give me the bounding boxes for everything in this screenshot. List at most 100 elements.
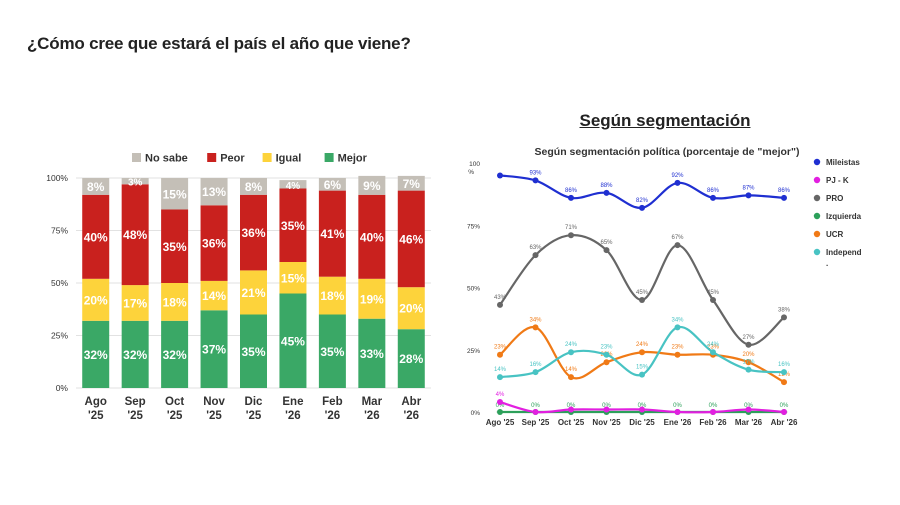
bar-data-label: 6% <box>324 178 342 192</box>
bar-data-label: 7% <box>403 177 421 191</box>
data-label: 20% <box>742 352 755 358</box>
bar-data-label: 32% <box>84 348 108 362</box>
bar-segment <box>358 175 386 195</box>
y-tick-label: 0% <box>471 410 481 417</box>
bar-data-label: 40% <box>360 230 384 244</box>
data-label: 71% <box>565 225 578 231</box>
bar-data-label: 13% <box>202 185 226 199</box>
data-point <box>781 194 787 201</box>
data-point <box>532 177 539 184</box>
data-label: 0% <box>744 403 753 409</box>
x-tick-label: Nov '25 <box>592 418 621 427</box>
data-label: 0% <box>780 403 789 409</box>
data-point <box>674 242 681 249</box>
data-point <box>674 351 681 358</box>
y-tick-label: 0% <box>56 383 69 393</box>
x-tick-label: Ago <box>85 396 107 408</box>
y-tick-label: % <box>468 169 474 176</box>
data-point <box>745 341 752 348</box>
data-point <box>639 296 645 303</box>
bar-segment <box>121 285 149 321</box>
x-tick-label: Feb '26 <box>699 418 727 427</box>
bar-data-label: 35% <box>281 219 305 233</box>
data-point <box>710 349 716 356</box>
bar-segment <box>397 190 425 288</box>
x-tick-label: '25 <box>246 410 262 422</box>
legend-marker <box>813 176 821 184</box>
bar-data-label: 8% <box>87 180 105 194</box>
data-label: 34% <box>529 317 542 323</box>
data-label: 23% <box>671 345 684 351</box>
data-label: 43% <box>494 295 507 301</box>
chart-title: Según segmentación política (porcentaje … <box>535 146 800 158</box>
bar-segment <box>82 194 110 279</box>
legend-label: UCR <box>826 230 844 239</box>
data-point <box>497 374 503 381</box>
bar-data-label: 33% <box>360 347 384 361</box>
x-tick-label: Mar <box>362 396 383 408</box>
bar-data-label: 37% <box>202 343 226 357</box>
segmentation-heading: Según segmentación <box>579 111 751 130</box>
bar-data-label: 20% <box>84 293 108 307</box>
bar-segment <box>279 180 307 189</box>
bar-segment <box>240 270 267 315</box>
data-label: 86% <box>778 188 791 194</box>
legend-label: PJ - K <box>826 176 849 185</box>
bar-segment <box>240 314 267 388</box>
data-point <box>497 399 503 406</box>
x-tick-label: Dic <box>245 396 264 408</box>
bar-data-label: 19% <box>360 292 384 306</box>
bar-segment <box>240 178 267 195</box>
data-label: 0% <box>673 403 682 409</box>
bar-data-label: 35% <box>163 240 187 254</box>
segment-line-chart: Según segmentación política (porcentaje … <box>467 146 862 427</box>
x-tick-label: '25 <box>167 410 183 422</box>
y-tick-label: 75% <box>467 223 480 230</box>
data-point <box>674 409 681 415</box>
data-point <box>639 406 645 413</box>
y-tick-label: 25% <box>467 348 480 355</box>
x-tick-label: '26 <box>325 410 341 422</box>
bar-data-label: 18% <box>320 289 344 303</box>
x-tick-label: Oct <box>165 396 184 408</box>
x-tick-label: '26 <box>404 410 420 422</box>
legend-label: Izquierda <box>826 212 862 221</box>
y-tick-label: 50% <box>467 286 480 293</box>
bar-data-label: 8% <box>245 180 263 194</box>
y-tick-label: 100 <box>469 161 480 168</box>
bar-segment <box>397 287 425 330</box>
bar-data-label: 21% <box>241 286 265 300</box>
bar-data-label: 3% <box>128 178 143 189</box>
legend-swatch <box>262 153 272 162</box>
data-point <box>710 409 716 415</box>
x-tick-label: Nov <box>203 396 225 408</box>
bar-data-label: 41% <box>320 227 344 241</box>
y-tick-label: 100% <box>46 173 68 183</box>
data-point <box>745 366 752 373</box>
data-label: 34% <box>671 317 684 323</box>
y-tick-label: 75% <box>51 226 68 236</box>
bar-segment <box>358 278 386 319</box>
bar-segment <box>318 276 346 315</box>
data-label: 24% <box>636 342 649 348</box>
bar-data-label: 14% <box>202 289 226 303</box>
data-point <box>674 179 681 186</box>
bar-segment <box>318 178 346 191</box>
data-point <box>497 351 503 358</box>
data-point <box>603 359 610 366</box>
bar-segment <box>397 175 425 191</box>
data-point <box>639 349 645 356</box>
bar-data-label: 4% <box>286 181 301 192</box>
data-point <box>603 406 610 413</box>
x-tick-label: Abr <box>401 396 421 408</box>
legend-label: Peor <box>220 153 245 165</box>
bar-segment <box>200 205 228 281</box>
data-label: 14% <box>494 367 507 373</box>
data-point <box>710 296 716 303</box>
data-label: 17% <box>742 360 755 366</box>
x-tick-label: Feb <box>322 396 342 408</box>
x-tick-label: Sep <box>125 396 146 408</box>
data-label: 23% <box>707 345 720 351</box>
bar-data-label: 35% <box>241 345 265 359</box>
data-label: 92% <box>671 173 684 179</box>
